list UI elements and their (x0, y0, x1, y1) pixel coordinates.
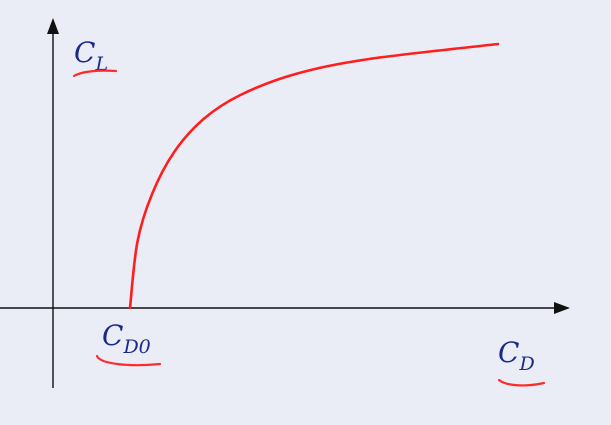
y-axis-arrow-icon (47, 18, 59, 34)
x-marker-underline (95, 354, 162, 367)
x-marker-label: CD0 (102, 319, 151, 358)
x-label-underline (497, 378, 546, 387)
y-label-underline (72, 69, 118, 78)
y-axis-label: CL (74, 36, 108, 75)
x-axis-arrow-icon (554, 302, 570, 314)
x-axis-label: CD (498, 336, 535, 375)
drag-polar-curve (128, 42, 500, 310)
